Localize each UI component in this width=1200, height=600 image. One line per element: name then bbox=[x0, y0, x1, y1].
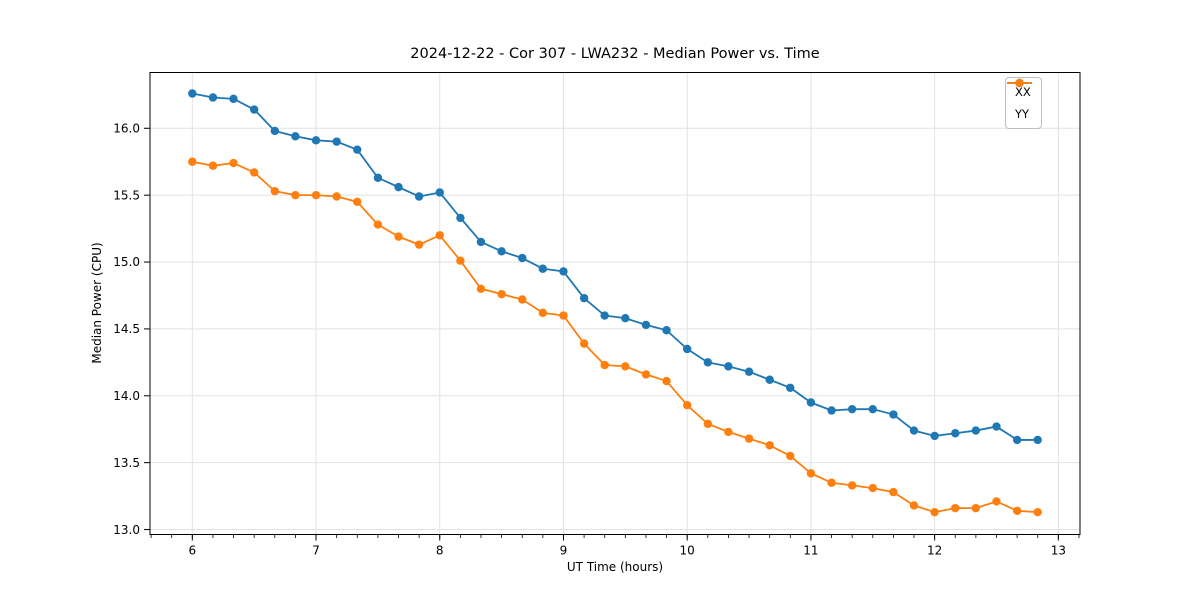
legend-label: YY bbox=[1015, 107, 1030, 121]
chart-title: 2024-12-22 - Cor 307 - LWA232 - Median P… bbox=[410, 46, 820, 62]
x-axis-label: UT Time (hours) bbox=[566, 560, 664, 574]
svg-text:7: 7 bbox=[312, 544, 320, 558]
svg-text:9: 9 bbox=[560, 544, 568, 558]
svg-text:13.0: 13.0 bbox=[113, 523, 140, 537]
svg-text:16.0: 16.0 bbox=[113, 121, 140, 135]
svg-text:14.0: 14.0 bbox=[113, 389, 140, 403]
legend-label: XX bbox=[1015, 85, 1031, 99]
svg-text:11: 11 bbox=[803, 544, 818, 558]
svg-text:15.5: 15.5 bbox=[113, 188, 140, 202]
svg-text:10: 10 bbox=[680, 544, 695, 558]
svg-text:15.0: 15.0 bbox=[113, 255, 140, 269]
svg-text:13: 13 bbox=[1051, 544, 1066, 558]
svg-text:6: 6 bbox=[188, 544, 196, 558]
svg-text:14.5: 14.5 bbox=[113, 322, 140, 336]
legend-item-yy: YY bbox=[1007, 78, 1032, 123]
legend: XX YY bbox=[1005, 77, 1042, 129]
svg-text:13.5: 13.5 bbox=[113, 456, 140, 470]
svg-text:8: 8 bbox=[436, 544, 444, 558]
svg-text:12: 12 bbox=[927, 544, 942, 558]
legend-line-marker-icon bbox=[1007, 78, 1032, 88]
